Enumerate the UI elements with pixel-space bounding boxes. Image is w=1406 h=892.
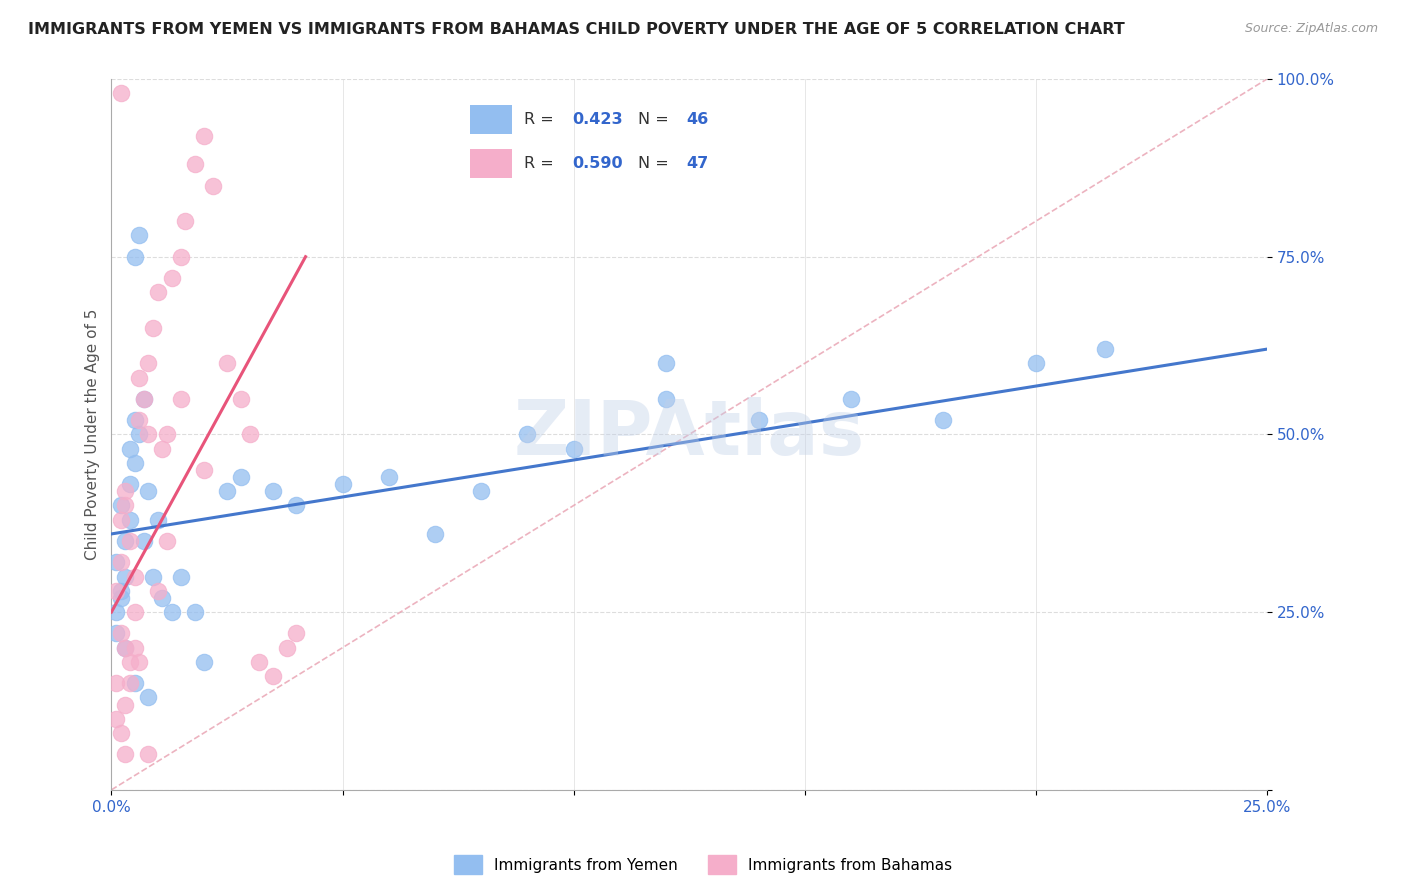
Point	[114, 747, 136, 762]
Point	[170, 250, 193, 264]
Point	[138, 356, 160, 370]
Point	[183, 157, 205, 171]
Point	[124, 569, 146, 583]
Point	[229, 392, 252, 406]
Point	[110, 513, 132, 527]
Point	[110, 555, 132, 569]
Point	[150, 591, 173, 605]
Point	[118, 477, 141, 491]
Point	[332, 477, 354, 491]
Point	[229, 470, 252, 484]
Point	[132, 392, 155, 406]
Point	[105, 583, 128, 598]
Point	[114, 569, 136, 583]
Point	[105, 712, 128, 726]
Point	[124, 456, 146, 470]
Point	[114, 640, 136, 655]
Point	[132, 392, 155, 406]
Point	[105, 555, 128, 569]
Point	[239, 427, 262, 442]
Point	[114, 640, 136, 655]
Point	[160, 605, 183, 619]
Point	[262, 669, 284, 683]
Point	[114, 499, 136, 513]
Point	[114, 484, 136, 499]
Point	[118, 676, 141, 690]
Point	[1025, 356, 1047, 370]
Point	[193, 655, 215, 669]
Point	[202, 178, 225, 193]
Point	[423, 527, 446, 541]
Point	[215, 356, 238, 370]
Point	[562, 442, 585, 456]
Point	[118, 534, 141, 549]
Point	[193, 128, 215, 143]
Point	[110, 86, 132, 100]
Point	[128, 427, 150, 442]
Point	[378, 470, 401, 484]
Point	[516, 427, 538, 442]
Point	[142, 569, 165, 583]
Text: IMMIGRANTS FROM YEMEN VS IMMIGRANTS FROM BAHAMAS CHILD POVERTY UNDER THE AGE OF : IMMIGRANTS FROM YEMEN VS IMMIGRANTS FROM…	[28, 22, 1125, 37]
Point	[114, 534, 136, 549]
Point	[124, 640, 146, 655]
Point	[170, 569, 193, 583]
Point	[839, 392, 862, 406]
Point	[105, 676, 128, 690]
Point	[146, 583, 169, 598]
Point	[132, 534, 155, 549]
Point	[118, 442, 141, 456]
Point	[748, 413, 770, 427]
Point	[156, 534, 179, 549]
Point	[118, 513, 141, 527]
Point	[655, 356, 678, 370]
Point	[138, 690, 160, 705]
Point	[124, 676, 146, 690]
Point	[110, 499, 132, 513]
Point	[128, 413, 150, 427]
Point	[110, 591, 132, 605]
Point	[105, 605, 128, 619]
Point	[932, 413, 955, 427]
Point	[138, 427, 160, 442]
Point	[276, 640, 298, 655]
Point	[146, 513, 169, 527]
Point	[170, 392, 193, 406]
Point	[105, 626, 128, 640]
Point	[655, 392, 678, 406]
Point	[262, 484, 284, 499]
Point	[138, 747, 160, 762]
Point	[118, 655, 141, 669]
Point	[285, 499, 308, 513]
Point	[110, 726, 132, 740]
Point	[156, 427, 179, 442]
Point	[142, 320, 165, 334]
Point	[160, 271, 183, 285]
Y-axis label: Child Poverty Under the Age of 5: Child Poverty Under the Age of 5	[86, 309, 100, 560]
Point	[150, 442, 173, 456]
Point	[110, 626, 132, 640]
Point	[470, 484, 492, 499]
Text: ZIPAtlas: ZIPAtlas	[513, 398, 865, 471]
Legend: Immigrants from Yemen, Immigrants from Bahamas: Immigrants from Yemen, Immigrants from B…	[449, 849, 957, 880]
Point	[110, 583, 132, 598]
Point	[128, 228, 150, 243]
Point	[124, 413, 146, 427]
Point	[124, 605, 146, 619]
Point	[138, 484, 160, 499]
Text: Source: ZipAtlas.com: Source: ZipAtlas.com	[1244, 22, 1378, 36]
Point	[247, 655, 270, 669]
Point	[124, 250, 146, 264]
Point	[128, 370, 150, 384]
Point	[128, 655, 150, 669]
Point	[146, 285, 169, 300]
Point	[174, 214, 197, 228]
Point	[285, 626, 308, 640]
Point	[1094, 342, 1116, 356]
Point	[183, 605, 205, 619]
Point	[114, 698, 136, 712]
Point	[215, 484, 238, 499]
Point	[193, 463, 215, 477]
